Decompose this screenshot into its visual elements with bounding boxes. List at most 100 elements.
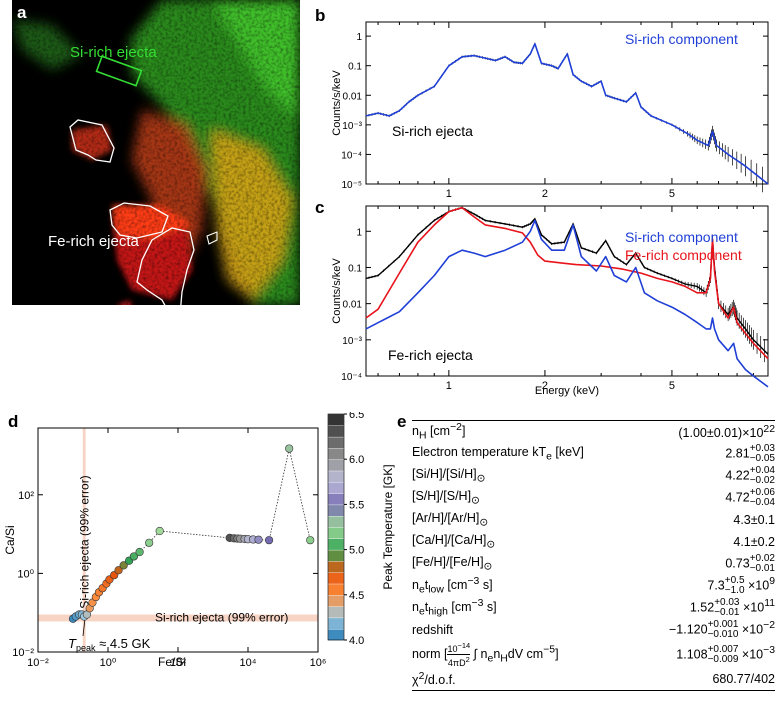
param-ca: [Ca/H]/[Ca/H]⊙	[412, 533, 496, 551]
colorbar-segment	[327, 492, 345, 506]
y-tick-label: 1	[356, 227, 362, 238]
x-tick-label: 10⁰	[100, 657, 117, 669]
param-norm: norm [10−14 4πD2 ∫ nenHdV cm−5]	[412, 641, 559, 668]
model-point	[145, 538, 154, 547]
x-tick-label: 2	[542, 380, 548, 392]
table-row: netlow [cm−3 s] 7.3 +0.5 −1.0 ×109	[412, 575, 775, 597]
x-tick-label: 10²	[170, 657, 186, 669]
fe-rich-model-line	[365, 206, 769, 360]
x-tick-label: 1	[446, 188, 452, 200]
x-tick-label: 10⁴	[240, 657, 257, 669]
table-row: nH [cm−2] (1.00±0.01)×1022	[412, 420, 775, 443]
value-ca: 4.1±0.2	[733, 535, 775, 549]
colorbar-tick-label: 4.0	[349, 635, 364, 647]
y-axis-label: Counts/s/keV	[331, 258, 343, 324]
value-s: 4.72 +0.06 −0.04	[725, 487, 775, 508]
model-point	[285, 444, 294, 453]
value-redshift: −1.120 +0.001 −0.010 ×10−2	[668, 619, 775, 640]
tpeak-annotation: Tpeak ≈ 4.5 GK	[68, 636, 151, 653]
colorbar-segment	[327, 459, 345, 472]
tpeak-pointer	[82, 618, 86, 637]
y-tick-label: 10⁻⁵	[341, 180, 362, 191]
y-tick-label: 0.01	[343, 91, 363, 102]
panel-d-scatter-chart: 10⁻² 10⁰ 10² 10⁴ 10⁶ 10² 10⁰ 10⁻² Ca/Si Fe/Si Si-r…	[3, 412, 395, 669]
param-net-high: nethigh [cm−3 s]	[412, 598, 497, 618]
y-tick-label: 0.01	[343, 300, 363, 311]
x-axis-label: Fe/Si	[158, 655, 186, 669]
colorbar-segment	[327, 549, 345, 562]
y-tick-label: 10⁻⁴	[341, 372, 362, 383]
table-row: nethigh [cm−3 s] 1.52 +0.03 −0.01 ×1011	[412, 597, 775, 619]
colorbar-tick-label: 6.0	[349, 454, 364, 466]
si-rich-region-box	[95, 55, 143, 87]
panel-a-image: a Si-rich ejecta Fe-rich ejecta	[12, 0, 300, 305]
si-rich-ejecta-label: Si-rich ejecta	[70, 44, 157, 61]
colorbar-segment	[327, 515, 345, 528]
x-tick-label: 10⁻²	[27, 657, 49, 669]
value-norm: 1.108 +0.007 −0.009 ×10−3	[676, 643, 775, 665]
legend-fe-rich-component: Fe-rich component	[625, 247, 742, 263]
model-point	[155, 526, 164, 536]
y-tick-label: 10⁻⁴	[341, 150, 362, 161]
plot-frame	[365, 21, 769, 185]
colorbar-segment	[327, 538, 345, 551]
colorbar-label: Peak Temperature [GK]	[381, 464, 395, 589]
colorbar-segment	[327, 436, 345, 449]
value-net-high: 1.52 +0.03 −0.01 ×1011	[689, 597, 775, 618]
panel-e-letter: e	[397, 412, 407, 431]
table-row: χ2/d.o.f. 680.77/402	[412, 668, 775, 691]
param-fe: [Fe/H]/[Fe/H]⊙	[412, 555, 493, 573]
fe-rich-contour-small	[206, 231, 218, 245]
panel-c-letter: c	[315, 198, 325, 217]
colorbar-segment	[327, 594, 345, 607]
model-point	[129, 552, 139, 561]
value-nh: (1.00±0.01)×1022	[636, 420, 775, 443]
panel-d-letter: d	[8, 412, 19, 431]
x-tick-label: 2	[542, 188, 548, 200]
legend-si-rich-component: Si-rich component	[625, 229, 738, 245]
y-tick-label: 10⁰	[17, 568, 34, 580]
param-s: [S/H]/[S/H]⊙	[412, 489, 480, 507]
param-chi2: χ2/d.o.f.	[412, 668, 637, 691]
y-tick-label: 1	[356, 32, 362, 43]
legend-si-rich-component: Si-rich component	[625, 31, 738, 47]
fe-rich-ejecta-label: Fe-rich ejecta	[48, 233, 140, 250]
fit-parameters-table: nH [cm−2] (1.00±0.01)×1022 Electron temp…	[412, 420, 775, 691]
colorbar-segment	[327, 470, 345, 483]
colorbar-tick-label: 6.5	[349, 412, 364, 421]
y-axis-label: Ca/Si	[3, 525, 17, 554]
fe-rich-contour-upper	[69, 119, 115, 163]
table-row: [Ca/H]/[Ca/H]⊙ 4.1±0.2	[412, 531, 775, 553]
model-point	[119, 561, 128, 570]
colorbar-tick-label: 4.5	[349, 590, 364, 602]
colorbar-tick-label: 5.0	[349, 545, 364, 557]
param-net-low: netlow [cm−3 s]	[412, 576, 493, 596]
x-tick-label: 10⁶	[310, 657, 327, 669]
y-tick-label: 10⁻²	[12, 647, 34, 659]
value-si: 4.22 +0.04 −0.02	[725, 465, 775, 486]
region-label-fe-rich: Fe-rich ejecta	[388, 347, 473, 363]
vertical-error-band	[82, 428, 86, 652]
vertical-band-label: Si-rich ejecta (99% error)	[77, 475, 91, 608]
colorbar-segment	[327, 571, 345, 585]
colorbar-segment	[327, 617, 345, 630]
value-fe: 0.73 +0.02 −0.01	[725, 553, 775, 574]
value-net-low: 7.3 +0.5 −1.0 ×109	[707, 575, 775, 596]
y-axis-label: Counts/s/keV	[331, 70, 343, 136]
plot-frame	[365, 205, 769, 377]
y-tick-label: 10⁻³	[342, 336, 362, 347]
y-tick-label: 10⁻³	[342, 121, 362, 132]
colorbar-segment	[327, 560, 345, 573]
x-tick-label: 5	[669, 188, 675, 200]
value-ar: 4.3±0.1	[733, 513, 775, 527]
colorbar-segment	[327, 425, 345, 438]
region-label-si-rich: Si-rich ejecta	[392, 123, 473, 139]
x-tick-label: 1	[446, 380, 452, 392]
param-redshift: redshift	[412, 623, 453, 637]
si-rich-model-line	[365, 219, 769, 388]
x-tick-label: 5	[669, 380, 675, 392]
y-tick-label: 0.1	[348, 263, 362, 274]
model-point	[306, 536, 315, 545]
param-kte: Electron temperature kTe [keV]	[412, 445, 584, 463]
colorbar-segment	[327, 583, 345, 596]
